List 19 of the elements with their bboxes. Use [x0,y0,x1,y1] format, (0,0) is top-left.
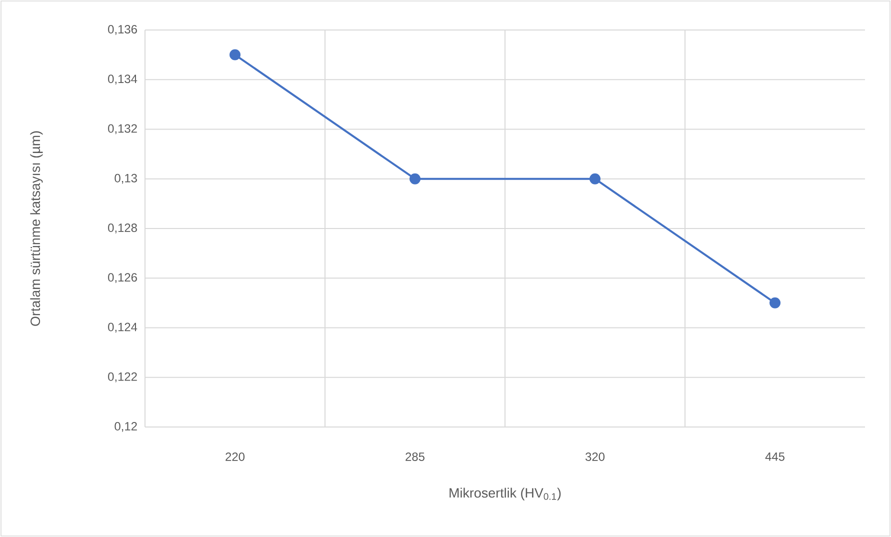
y-tick-label: 0,128 [108,224,137,234]
x-tick-label: 320 [585,452,605,461]
y-tick-label: 0,132 [108,124,137,134]
y-tick-label: 0,122 [108,372,137,382]
point [590,173,601,184]
point [230,49,241,60]
x-axis-title: Mikrosertlik (HV$_{0.1}$) [450,488,561,500]
point [770,297,781,308]
y-tick-label: 0,124 [108,322,138,333]
x-tick-label: 285 [406,452,424,461]
y-axis-title: Ortalam sürtünme katsayısı (µm) [30,131,43,326]
x-tick-label: 220 [226,452,245,461]
point [410,173,421,184]
y-tick-label: 0,126 [108,273,137,284]
x-tick-label: 445 [765,452,784,461]
y-tick-label: 0,13 [114,174,137,184]
y-tick-label: 0,12 [114,422,137,432]
y-tick-label: 0,136 [108,25,137,35]
y-tick-label: 0,134 [108,74,138,85]
